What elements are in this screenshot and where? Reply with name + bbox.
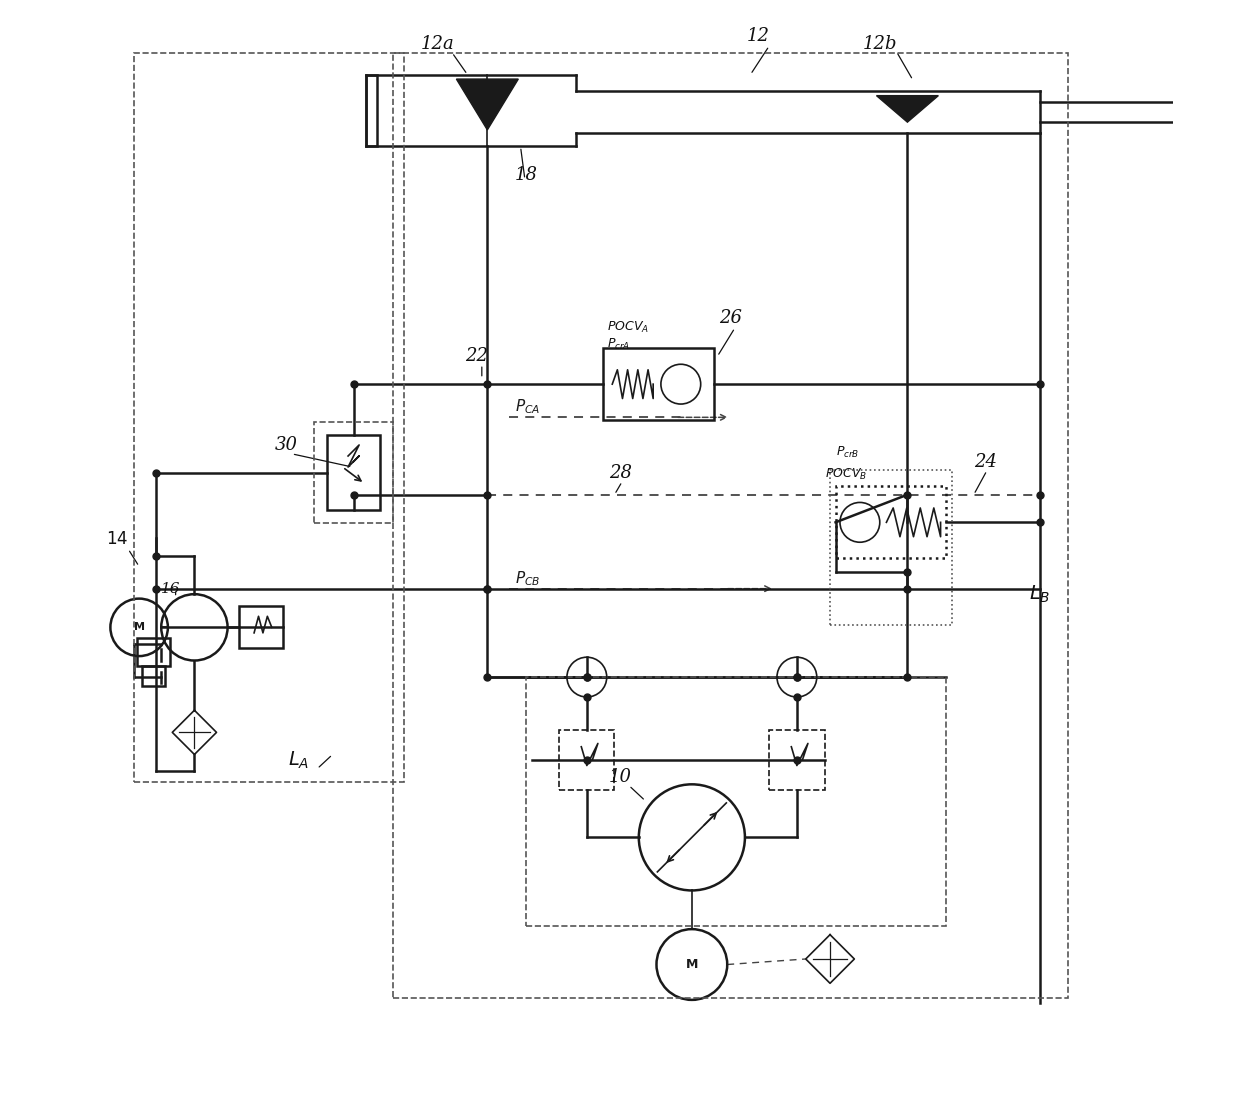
Text: $P_{crB}$: $P_{crB}$ [836,446,859,460]
Text: $P_{CB}$: $P_{CB}$ [515,569,541,588]
Text: M: M [686,958,698,971]
Text: 30: 30 [275,437,298,454]
Text: $POCV_B$: $POCV_B$ [825,467,867,482]
Polygon shape [456,79,518,130]
Bar [327,436,381,510]
Bar [830,470,951,624]
Text: 24: 24 [973,453,997,471]
Bar [526,677,946,925]
Bar [559,730,615,790]
Bar [314,422,393,523]
Bar [134,52,404,782]
Text: 16: 16 [161,582,181,597]
Text: $P_{crA}$: $P_{crA}$ [606,337,630,352]
Bar [769,730,825,790]
Text: $POCV_A$: $POCV_A$ [606,320,649,336]
Bar [238,607,283,649]
Text: $L_A$: $L_A$ [289,750,310,771]
Bar [143,665,165,685]
Text: 10: 10 [609,768,632,787]
Text: $P_{CA}$: $P_{CA}$ [515,398,541,417]
Text: 12b: 12b [863,36,898,53]
Bar [136,639,170,665]
Text: 18: 18 [515,166,538,183]
Text: 12a: 12a [422,36,455,53]
Text: 28: 28 [609,464,632,482]
Text: 22: 22 [465,347,489,364]
Text: $14$: $14$ [105,531,128,549]
Polygon shape [877,96,939,122]
Bar [604,348,714,420]
Text: M: M [134,622,145,632]
Text: 12: 12 [748,28,770,46]
Bar [393,52,1068,998]
Text: 26: 26 [719,309,743,328]
Bar [366,74,377,147]
Bar [836,487,946,558]
Text: $L_B$: $L_B$ [1029,583,1050,605]
